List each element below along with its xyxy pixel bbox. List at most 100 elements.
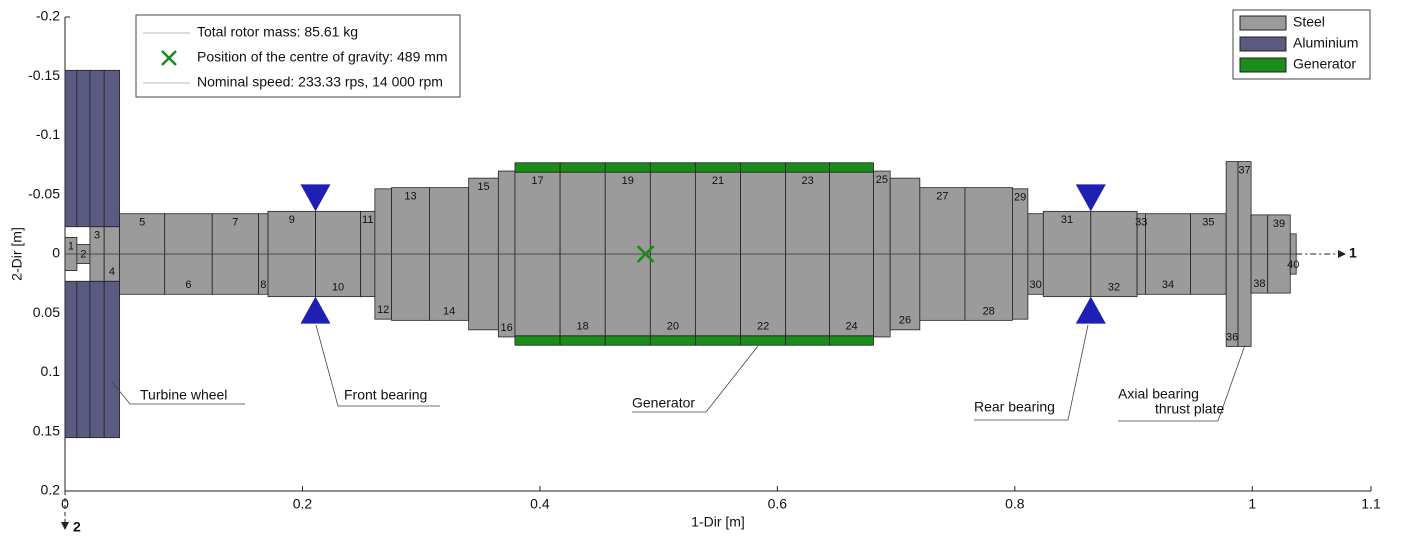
element-label: 8: [260, 279, 266, 291]
element-label: 1: [68, 240, 74, 252]
info-text: Nominal speed: 233.33 rps, 14 000 rpm: [197, 74, 443, 90]
info-text: Total rotor mass: 85.61 kg: [197, 24, 358, 40]
outer-layer: [559, 162, 606, 173]
callout-line: [632, 345, 759, 413]
outer-layer: [103, 280, 121, 439]
outer-layer: [64, 280, 78, 439]
outer-layer: [604, 162, 651, 173]
outer-layer: [514, 335, 561, 346]
element-label: 22: [757, 321, 769, 333]
element-label: 17: [531, 175, 543, 187]
element-label: 19: [622, 175, 634, 187]
element-label: 12: [377, 304, 389, 316]
dir-arrow-head: [61, 522, 69, 530]
element-label: 40: [1287, 259, 1299, 271]
y-tick-label: 0.15: [33, 422, 60, 438]
element-label: 28: [983, 305, 995, 317]
element-label: 11: [362, 214, 373, 226]
dir-label: 1: [1349, 245, 1357, 261]
element-label: 39: [1273, 218, 1285, 230]
outer-layer: [740, 335, 787, 346]
x-tick-label: 0.6: [768, 496, 788, 512]
element-label: 32: [1108, 282, 1120, 294]
element-label: 30: [1029, 279, 1041, 291]
outer-layer: [785, 162, 831, 173]
element-label: 3: [94, 230, 100, 242]
dir-label: 2: [73, 519, 81, 535]
outer-layer: [514, 162, 561, 173]
outer-layer: [89, 280, 105, 439]
callout-label: Turbine wheel: [140, 387, 227, 403]
x-tick-label: 0.4: [530, 496, 550, 512]
outer-layer: [649, 162, 696, 173]
x-tick-label: 0.2: [293, 496, 313, 512]
outer-layer: [604, 335, 651, 346]
element-label: 23: [802, 175, 814, 187]
outer-layer: [103, 69, 121, 228]
element-label: 13: [404, 191, 416, 203]
y-tick-label: -0.15: [28, 67, 60, 83]
y-tick-label: 0.2: [41, 482, 61, 498]
element-label: 6: [185, 279, 191, 291]
element-label: 16: [501, 322, 513, 334]
bearing: [1075, 296, 1106, 324]
element-label: 14: [443, 305, 455, 317]
element-label: 35: [1202, 217, 1214, 229]
callout-line: [111, 381, 245, 405]
outer-layer: [649, 335, 696, 346]
outer-layer: [785, 335, 831, 346]
element-label: 20: [667, 321, 679, 333]
element-label: 10: [332, 282, 344, 294]
element-label: 4: [109, 266, 115, 278]
element-label: 2: [80, 248, 86, 260]
y-tick-label: -0.05: [28, 185, 60, 201]
outer-layer: [89, 69, 105, 228]
y-tick-label: 0: [52, 245, 60, 261]
legend-label: Generator: [1293, 56, 1356, 72]
element-label: 38: [1253, 278, 1265, 290]
element-label: 29: [1014, 192, 1026, 204]
element-label: 31: [1061, 214, 1073, 226]
outer-layer: [740, 162, 787, 173]
outer-layer: [76, 69, 91, 228]
callout-label: Front bearing: [344, 387, 427, 403]
y-tick-label: 0.1: [41, 363, 61, 379]
outer-layer: [695, 335, 741, 346]
y-tick-label: -0.1: [36, 126, 60, 142]
element-label: 9: [289, 214, 295, 226]
outer-layer: [829, 335, 874, 346]
element-label: 18: [577, 321, 589, 333]
x-tick-label: 1: [1248, 496, 1256, 512]
bearing: [300, 296, 331, 324]
callout-label: Generator: [632, 395, 695, 411]
element-label: 34: [1162, 279, 1174, 291]
callout-line: [1118, 344, 1246, 422]
callout-label: Rear bearing: [974, 399, 1055, 415]
element-label: 5: [139, 217, 145, 229]
y-tick-label: 0.05: [33, 304, 60, 320]
y-tick-label: -0.2: [36, 8, 60, 24]
info-text: Position of the centre of gravity: 489 m…: [197, 49, 448, 65]
callout-line: [315, 324, 440, 407]
legend-swatch: [1239, 36, 1287, 52]
element-label: 24: [845, 321, 857, 333]
callout-line: [974, 324, 1089, 421]
legend-label: Steel: [1293, 14, 1325, 30]
bearing: [1075, 184, 1106, 212]
element-label: 7: [232, 217, 238, 229]
outer-layer: [559, 335, 606, 346]
x-tick-label: 0: [61, 496, 69, 512]
outer-layer: [829, 162, 874, 173]
legend-swatch: [1239, 15, 1287, 31]
callout-label: thrust plate: [1155, 401, 1224, 417]
element-label: 15: [477, 181, 489, 193]
outer-layer: [695, 162, 741, 173]
element-label: 36: [1226, 331, 1238, 343]
bearing: [300, 184, 331, 212]
element-label: 33: [1135, 217, 1147, 229]
element-label: 26: [899, 315, 911, 327]
element-label: 21: [712, 175, 724, 187]
element-label: 25: [876, 174, 888, 186]
callout-label: Axial bearing: [1118, 386, 1199, 402]
legend-swatch: [1239, 57, 1287, 73]
